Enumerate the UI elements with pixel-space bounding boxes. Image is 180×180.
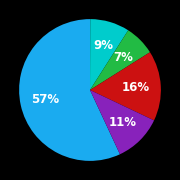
- Wedge shape: [90, 19, 128, 90]
- Text: 7%: 7%: [113, 51, 133, 64]
- Text: 16%: 16%: [122, 81, 150, 94]
- Text: 9%: 9%: [93, 39, 113, 52]
- Text: 11%: 11%: [109, 116, 136, 129]
- Text: 57%: 57%: [31, 93, 59, 106]
- Wedge shape: [19, 19, 120, 161]
- Wedge shape: [90, 90, 154, 154]
- Wedge shape: [90, 52, 161, 120]
- Wedge shape: [90, 30, 150, 90]
